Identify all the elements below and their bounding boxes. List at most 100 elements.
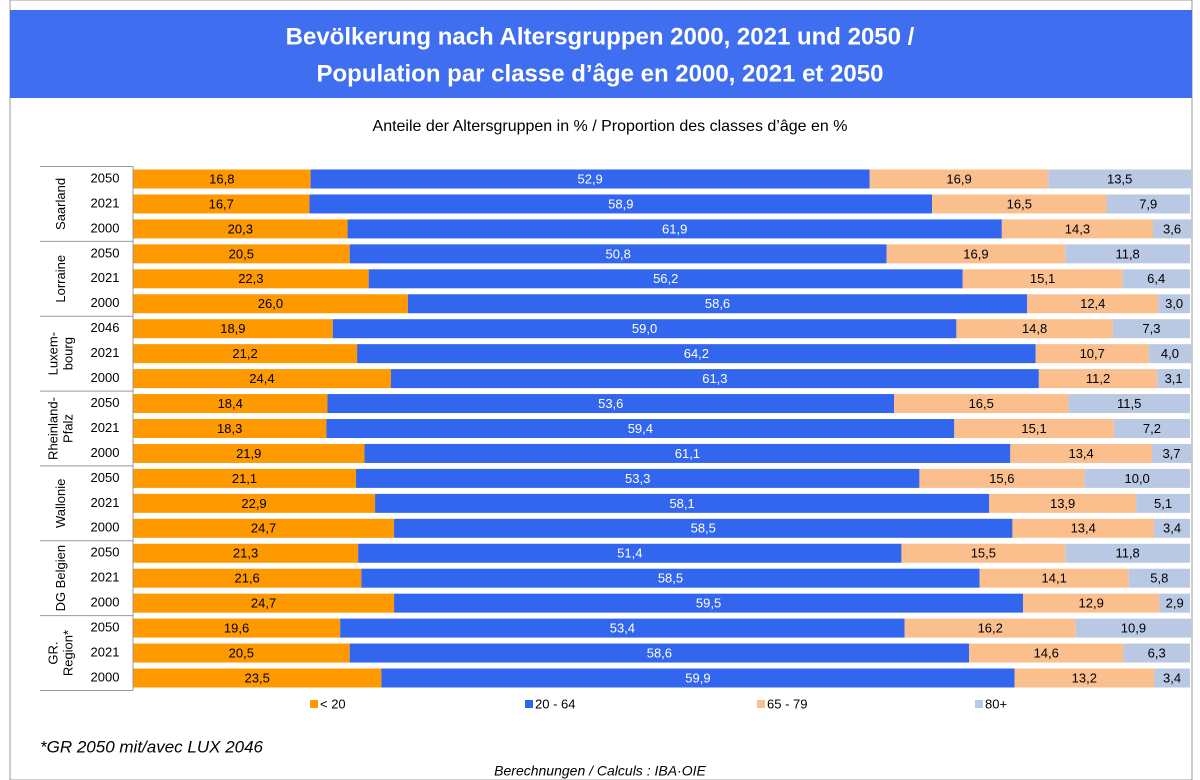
bar-segment	[1075, 618, 1192, 638]
bar-segment	[361, 568, 980, 588]
data-label: 16,9	[963, 246, 988, 261]
legend-swatch	[310, 700, 318, 708]
data-label: 59,4	[628, 421, 653, 436]
data-label: 20,5	[229, 246, 254, 261]
data-label: 3,1	[1165, 371, 1183, 386]
bar-segment	[969, 643, 1124, 663]
bar-segment	[1012, 518, 1155, 538]
bar-segment	[901, 543, 1066, 563]
bar-segment	[332, 319, 957, 339]
data-label: 12,9	[1079, 596, 1104, 611]
footnote: *GR 2050 mit/avec LUX 2046	[40, 737, 264, 756]
data-label: 53,6	[598, 396, 623, 411]
group-label: Saarland	[53, 178, 68, 230]
data-label: 15,1	[1030, 271, 1055, 286]
bar-segment	[1112, 319, 1190, 339]
legend-swatch	[975, 700, 983, 708]
data-label: 21,9	[236, 446, 261, 461]
bar-segment	[133, 194, 310, 214]
bar-segment	[1035, 344, 1149, 364]
legend-label: 20 - 64	[535, 696, 575, 711]
bar-segment	[1154, 668, 1190, 688]
data-label: 13,2	[1072, 670, 1097, 685]
data-label: 14,3	[1065, 221, 1090, 236]
data-label: 13,9	[1050, 496, 1075, 511]
y-tick-label: 2050	[91, 245, 120, 260]
data-label: 21,2	[232, 346, 257, 361]
bar-segment	[1048, 169, 1192, 189]
data-label: 11,2	[1086, 371, 1110, 386]
y-tick-label: 2021	[91, 495, 120, 510]
group-label: Lorraine	[53, 255, 68, 303]
bar-segment	[1106, 194, 1190, 214]
data-label: 24,7	[251, 521, 276, 536]
bar-segment	[394, 593, 1023, 613]
bar-segment	[133, 419, 327, 438]
data-label: 16,7	[209, 196, 234, 211]
group-label-line: Pfalz	[61, 414, 76, 443]
data-label: 20,3	[228, 221, 253, 236]
bar-segment	[347, 219, 1002, 239]
bar-segment	[358, 543, 902, 563]
data-label: 58,5	[691, 521, 716, 536]
y-tick-label: 2000	[91, 595, 120, 610]
data-label: 15,1	[1021, 421, 1046, 436]
data-label: 3,6	[1163, 221, 1181, 236]
data-label: 14,1	[1042, 571, 1067, 586]
data-label: 23,5	[245, 670, 270, 685]
bar-segment	[327, 394, 895, 414]
group-label: GR.Region*	[46, 630, 76, 676]
data-label: 3,0	[1165, 296, 1183, 311]
bar-segment	[1148, 344, 1192, 364]
data-label: 26,0	[258, 296, 283, 311]
data-label: 15,6	[989, 471, 1014, 486]
frame	[9, 0, 1193, 780]
bar-segment	[310, 169, 870, 189]
y-tick-label: 2021	[91, 570, 120, 585]
bar-segment	[133, 493, 376, 513]
bar-segment	[956, 319, 1113, 339]
y-tick-label: 2000	[91, 295, 120, 310]
data-label: 6,4	[1147, 271, 1165, 286]
bar-segment	[954, 419, 1114, 438]
data-label: 58,6	[705, 296, 730, 311]
bar-segment	[326, 419, 955, 438]
bar-segment	[357, 344, 1036, 364]
group-label-line: Saarland	[53, 178, 68, 230]
bar-segment	[962, 269, 1123, 289]
group-label-line: Wallonie	[53, 479, 68, 528]
data-label: 22,9	[241, 496, 266, 511]
data-label: 12,4	[1080, 296, 1105, 311]
bar-segment	[1158, 294, 1190, 314]
y-tick-label: 2000	[91, 445, 120, 460]
data-label: 16,5	[1007, 196, 1032, 211]
group-label: Wallonie	[53, 479, 68, 528]
bar-segment	[919, 468, 1085, 488]
data-label: 59,0	[632, 321, 657, 336]
group-label-line: Region*	[61, 630, 76, 676]
data-label: 14,6	[1034, 645, 1059, 660]
data-label: 4,0	[1161, 346, 1179, 361]
data-label: 24,7	[251, 596, 276, 611]
legend-label: < 20	[320, 696, 346, 711]
bar-segment	[133, 593, 395, 613]
data-label: 18,3	[217, 421, 242, 436]
bar-segment	[133, 269, 369, 289]
legend-label: 80+	[985, 696, 1007, 711]
bar-segment	[133, 543, 359, 563]
bar-segment	[904, 618, 1076, 638]
data-label: 3,4	[1163, 670, 1181, 685]
y-tick-label: 2021	[91, 270, 120, 285]
bar-segment	[894, 394, 1069, 414]
bar-segment	[133, 344, 358, 364]
bar-segment	[381, 668, 1015, 688]
data-label: 52,9	[577, 171, 602, 186]
data-label: 58,9	[608, 196, 633, 211]
data-label: 24,4	[249, 371, 274, 386]
bar-segment	[133, 394, 328, 414]
data-label: 50,8	[606, 246, 631, 261]
group-label-line: Lorraine	[53, 255, 68, 303]
y-tick-label: 2021	[91, 420, 120, 435]
bar-segment	[1113, 419, 1190, 438]
